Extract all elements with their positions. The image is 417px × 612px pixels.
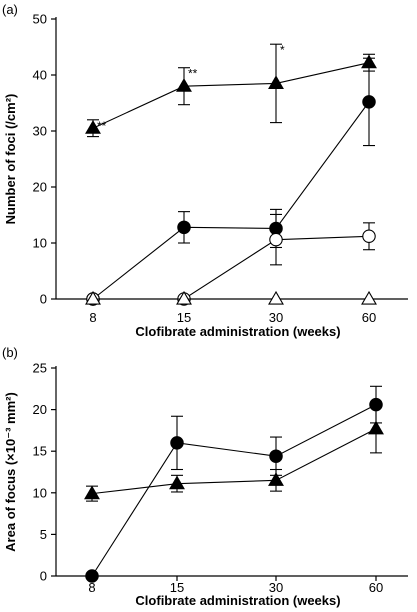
panel-b-x-tick-label: 30 (269, 580, 283, 595)
panel-a-y-tick-label: 0 (40, 292, 47, 307)
panel-a-y-tick-label: 10 (33, 236, 47, 251)
panel-b-x-tick-label: 60 (369, 580, 383, 595)
panel-a-x-tick-label: 8 (89, 310, 96, 325)
panel-a-y-tick-label: 20 (33, 180, 47, 195)
panel-a-x-axis-title: Clofibrate administration (weeks) (135, 324, 340, 339)
panel-b-x-tick-label: 15 (170, 580, 184, 595)
panel-b-data-point (368, 420, 384, 435)
panel-a-data-point (176, 290, 192, 305)
panel-b-data-point (85, 569, 99, 583)
panel-a-data-point (268, 75, 284, 89)
panel-a-label: (a) (2, 2, 18, 17)
panel-b-y-tick-label: 5 (40, 527, 47, 542)
panel-a-data-point (177, 220, 191, 235)
panel-b-series-filled-triangle (84, 404, 384, 502)
panel-a-y-tick-label: 30 (33, 124, 47, 139)
panel-b-series-filled-circle (85, 385, 383, 583)
panel-a-x-tick-label: 30 (269, 310, 283, 325)
panel-b-data-point (269, 449, 283, 463)
panel-b-y-tick-label: 25 (33, 361, 47, 376)
panel-a-data-point (268, 290, 284, 305)
panel-a-x-tick-label: 15 (177, 310, 191, 325)
panel-a-y-tick-label: 40 (33, 68, 47, 83)
panel-a-x-tick-label: 60 (362, 310, 376, 325)
panel-b-y-tick-label: 20 (33, 402, 47, 417)
panel-a-data-point (85, 290, 101, 305)
panel-b-data-point (268, 472, 284, 486)
panel-b-series-line (91, 404, 377, 577)
panel-b-data-point (169, 475, 185, 490)
panel-b-x-axis-title: Clofibrate administration (weeks) (135, 593, 340, 608)
panel-b-series-line (91, 428, 377, 495)
panel-a-data-point (176, 78, 192, 92)
panel-a-series-line (92, 101, 370, 300)
panel-a-data-point (362, 229, 376, 244)
panel-a-significance-label: * (280, 43, 285, 57)
panel-b-y-tick-label: 0 (40, 569, 47, 584)
panel-a-significance-label: ** (188, 67, 198, 81)
panel-a-data-point (362, 95, 376, 109)
panel-a-series-line (93, 235, 370, 300)
panel-b-chart: (b) 0 5 10 15 20 25 8 15 30 60 Clofibrate administr… (2, 345, 408, 608)
panel-a-series-open-triangle (85, 290, 377, 305)
panel-b-y-axis-title: Area of focus (×10⁻³ mm²) (3, 392, 18, 552)
panel-a-significance-label: ** (97, 119, 107, 133)
panel-a-y-axis-title: Number of foci (/cm²) (3, 94, 18, 225)
panel-b-y-tick-label: 15 (33, 444, 47, 459)
panel-a-y-tick-label: 50 (33, 12, 47, 27)
panel-a-data-point (361, 290, 377, 305)
panel-a-series-filled-triangle: ***** (85, 43, 377, 138)
panel-b-data-point (170, 436, 184, 450)
panel-b-data-point (84, 485, 100, 500)
panel-a-series-line (92, 62, 370, 129)
panel-a-data-point (85, 120, 101, 134)
panel-b-x-tick-label: 8 (88, 580, 95, 595)
panel-a-chart: (a) 0 10 20 30 40 50 8 15 30 60 Clofibrate administ… (2, 2, 408, 339)
panel-b-y-tick-label: 10 (33, 485, 47, 500)
panel-b-label: (b) (2, 345, 18, 360)
panel-a-data-point (269, 232, 283, 247)
